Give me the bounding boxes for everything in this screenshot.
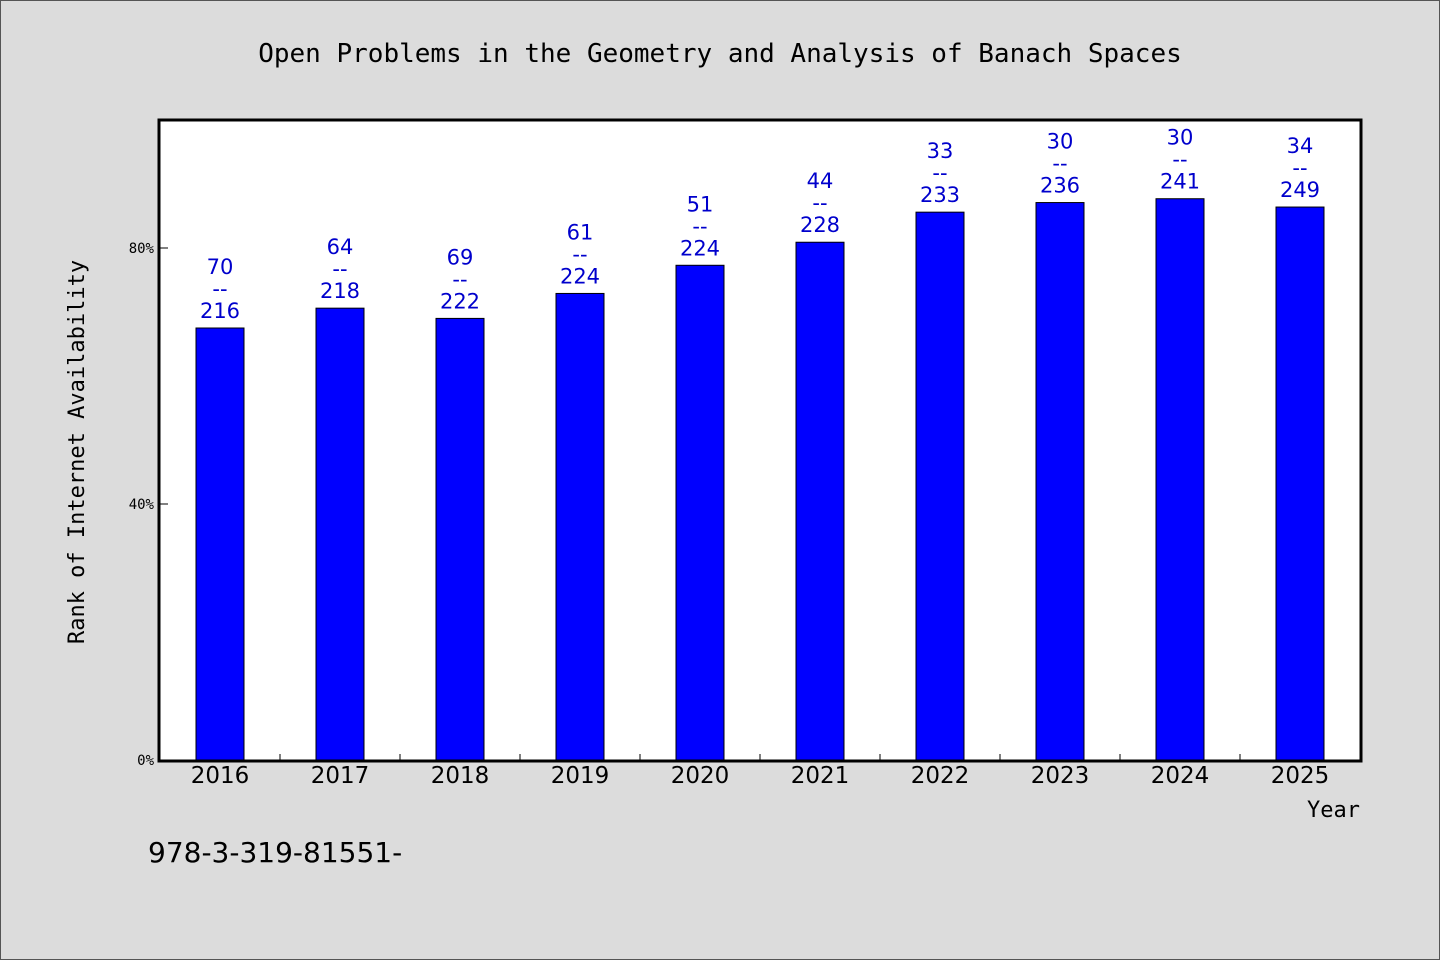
data-label-2020-0: 51: [687, 192, 714, 216]
data-label-2017-0: 64: [327, 235, 354, 259]
data-label-2024-1: --: [1172, 148, 1187, 172]
bar-2023: [1035, 202, 1085, 761]
data-label-2023-0: 30: [1047, 130, 1074, 154]
bar-2024: [1155, 198, 1205, 761]
x-tick-label-2021: 2021: [791, 763, 850, 789]
bar-2020: [675, 264, 725, 761]
data-label-2019-2: 224: [560, 264, 600, 288]
data-label-2018-1: --: [452, 267, 467, 291]
y-tick-label-2: 80%: [129, 241, 155, 257]
data-label-2024-0: 30: [1167, 126, 1194, 150]
y-axis-label: Rank of Internet Availability: [65, 260, 90, 644]
data-label-2017-2: 218: [320, 279, 360, 303]
x-tick-label-2022: 2022: [911, 763, 970, 789]
x-tick-label-2016: 2016: [191, 763, 250, 789]
data-label-2022-0: 33: [927, 139, 954, 163]
data-label-2020-2: 224: [680, 236, 720, 260]
bar-2025: [1275, 206, 1325, 761]
bar-2016: [195, 327, 245, 761]
bar-2019: [555, 292, 605, 761]
bar-2017: [315, 307, 365, 761]
data-label-2024-2: 241: [1160, 170, 1200, 194]
bar-2022: [915, 211, 965, 761]
footer-isbn: 978-3-319-81551-: [148, 836, 402, 869]
y-axis-ticks: 0% 40% 80%: [129, 241, 168, 769]
data-label-2021-1: --: [812, 191, 827, 215]
data-label-2020-1: --: [692, 214, 707, 238]
data-label-2021-2: 228: [800, 213, 840, 237]
data-label-2025-0: 34: [1287, 134, 1314, 158]
data-label-2019-0: 61: [567, 220, 594, 244]
data-labels-group: 70--21664--21869--22261--22451--22444--2…: [200, 126, 1320, 323]
data-label-2022-2: 233: [920, 183, 960, 207]
x-tick-label-2023: 2023: [1031, 763, 1090, 789]
data-label-2021-0: 44: [807, 169, 834, 193]
x-tick-label-2018: 2018: [431, 763, 490, 789]
data-label-2025-1: --: [1292, 156, 1307, 180]
data-label-2017-1: --: [332, 257, 347, 281]
y-tick-label-1: 40%: [129, 497, 155, 513]
chart-title: Open Problems in the Geometry and Analys…: [258, 39, 1182, 69]
data-label-2016-2: 216: [200, 299, 240, 323]
x-tick-label-2019: 2019: [551, 763, 610, 789]
data-label-2025-2: 249: [1280, 178, 1320, 202]
bar-2021: [795, 241, 845, 761]
bars-group: [195, 198, 1325, 761]
y-tick-label-0: 0%: [137, 753, 154, 769]
data-label-2019-1: --: [572, 242, 587, 266]
x-axis-label: Year: [1307, 798, 1360, 823]
data-label-2022-1: --: [932, 161, 947, 185]
x-tick-label-2024: 2024: [1151, 763, 1210, 789]
bar-2018: [435, 317, 485, 761]
data-label-2018-0: 69: [447, 245, 474, 269]
data-label-2016-1: --: [212, 277, 227, 301]
x-tick-label-2020: 2020: [671, 763, 730, 789]
x-tick-label-2025: 2025: [1271, 763, 1330, 789]
data-label-2016-0: 70: [207, 255, 234, 279]
data-label-2023-2: 236: [1040, 174, 1080, 198]
plot-border: [157, 118, 1363, 763]
x-axis-ticks: 2016 2017 2018 2019 2020 2021 2022 2023 2024 2025: [191, 754, 1330, 789]
data-label-2023-1: --: [1052, 152, 1067, 176]
x-tick-label-2017: 2017: [311, 763, 370, 789]
data-label-2018-2: 222: [440, 289, 480, 313]
